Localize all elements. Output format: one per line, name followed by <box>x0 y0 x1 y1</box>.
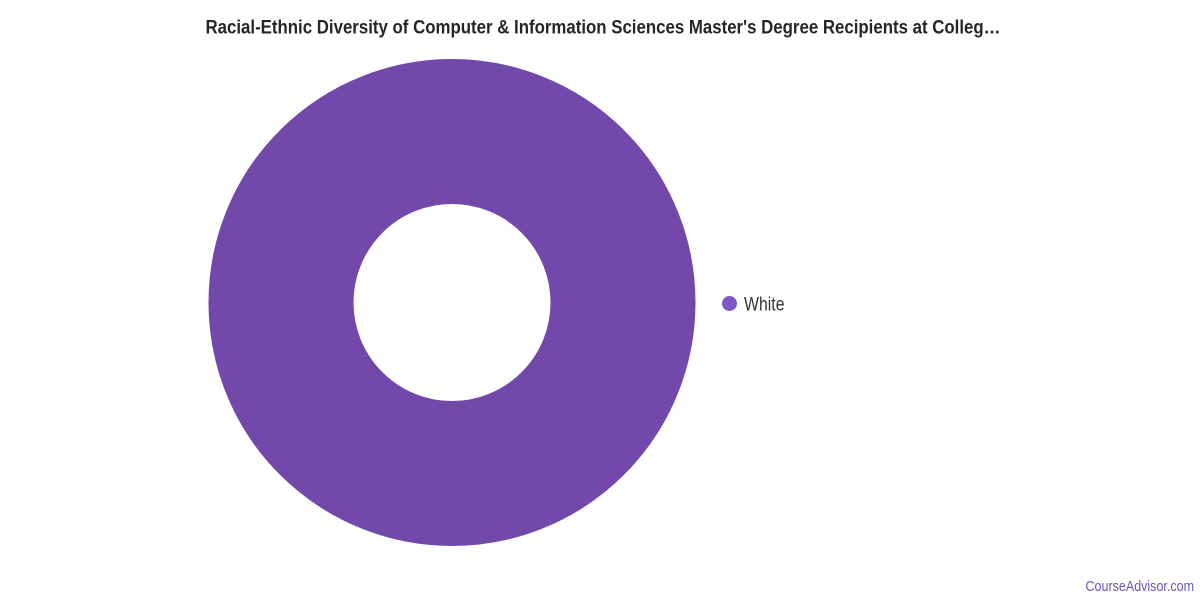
svg-text:Racial-Ethnic Diversity of Com: Racial-Ethnic Diversity of Computer & In… <box>206 17 1001 39</box>
svg-text:CourseAdvisor.com: CourseAdvisor.com <box>1086 579 1195 595</box>
svg-text:White: White <box>744 294 785 315</box>
